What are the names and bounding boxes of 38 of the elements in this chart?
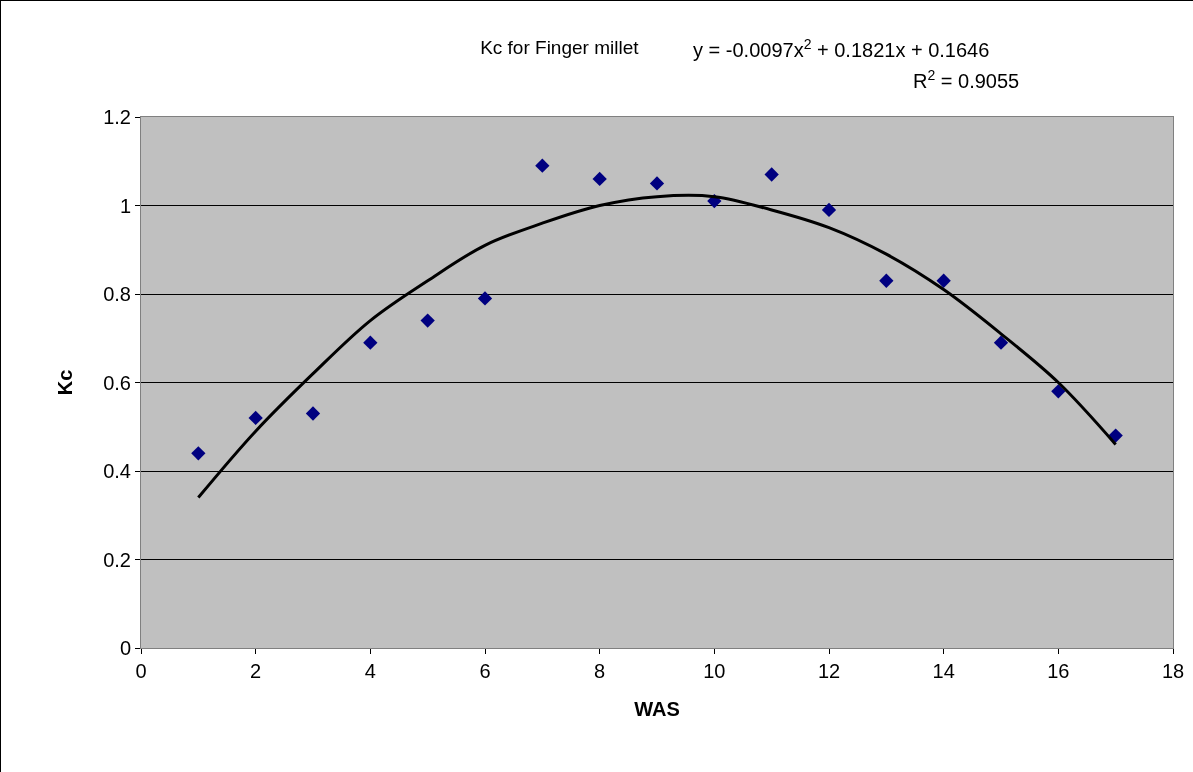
x-tick-label: 0 <box>135 660 147 682</box>
text: R$^{2}$ = 0.9055 <box>913 67 1020 93</box>
point <box>936 273 951 288</box>
point <box>420 313 435 328</box>
y-tick-label: 0.6 <box>103 371 131 394</box>
point <box>993 335 1009 350</box>
y-axis-title: Kc <box>53 369 76 396</box>
point <box>535 158 550 173</box>
point <box>1051 384 1066 399</box>
y-tick-label: 1.2 <box>103 106 131 128</box>
point <box>764 167 779 182</box>
y-tick-label: 1 <box>119 194 131 217</box>
y-tick-label: 0.4 <box>103 460 131 482</box>
x-tick-label: 2 <box>250 660 262 682</box>
point <box>191 446 206 461</box>
x-tick-label: 14 <box>932 660 955 682</box>
x-tick-label: 18 <box>1161 660 1185 682</box>
point <box>477 291 493 306</box>
point <box>879 273 894 288</box>
x-tick-label: 4 <box>364 660 376 682</box>
x-tick-label: 10 <box>703 660 726 682</box>
point <box>649 176 665 191</box>
y-tick-label: 0 <box>119 637 131 659</box>
x-tick-label: 16 <box>1047 660 1070 682</box>
x-tick-label: 12 <box>817 660 841 682</box>
point <box>248 410 263 426</box>
point <box>363 335 378 350</box>
x-axis-title: WAS <box>634 697 680 720</box>
text: y = -0.0097x$^{2}$ + 0.1821x + 0.1646 <box>693 36 990 62</box>
y-tick-label: 0.2 <box>103 548 131 571</box>
x-tick-label: 6 <box>479 660 491 682</box>
point <box>1108 428 1123 443</box>
x-tick-label: 8 <box>594 660 606 682</box>
point <box>592 171 607 187</box>
chart-title: Kc for Finger millet <box>480 36 640 58</box>
point <box>821 202 837 218</box>
y-tick-label: 0.8 <box>103 283 131 305</box>
point <box>305 406 321 421</box>
